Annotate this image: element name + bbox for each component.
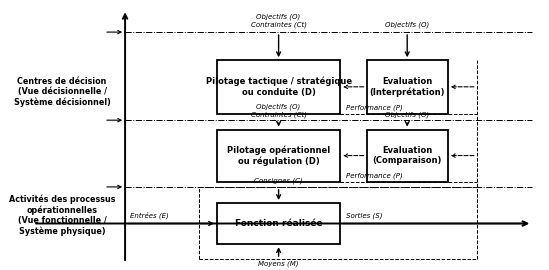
- Text: Pilotage tactique / stratégique
ou conduite (D): Pilotage tactique / stratégique ou condu…: [205, 77, 352, 97]
- Text: Objectifs (O): Objectifs (O): [385, 111, 429, 117]
- Text: Activités des processus
opérationnelles
(Vue fonctionnelle /
Système physique): Activités des processus opérationnelles …: [9, 194, 115, 236]
- FancyBboxPatch shape: [217, 60, 340, 113]
- Text: Fonction réalisée: Fonction réalisée: [235, 219, 322, 228]
- Text: Moyens (M): Moyens (M): [259, 260, 299, 267]
- FancyBboxPatch shape: [367, 60, 448, 113]
- Text: Objectifs (O): Objectifs (O): [385, 22, 429, 28]
- Text: Consignes (C): Consignes (C): [254, 178, 303, 184]
- FancyBboxPatch shape: [367, 130, 448, 182]
- Text: Evaluation
(Interprétation): Evaluation (Interprétation): [369, 77, 445, 97]
- FancyBboxPatch shape: [217, 203, 340, 244]
- Text: Entrées (E): Entrées (E): [130, 212, 169, 220]
- Text: Performance (P): Performance (P): [345, 173, 402, 179]
- Text: Objectifs (O)
Contraintes (Ct): Objectifs (O) Contraintes (Ct): [250, 103, 306, 117]
- Text: Performance (P): Performance (P): [345, 104, 402, 111]
- FancyBboxPatch shape: [217, 130, 340, 182]
- Text: Objectifs (O)
Contraintes (Ct): Objectifs (O) Contraintes (Ct): [250, 14, 306, 28]
- Text: Pilotage opérationnel
ou régulation (D): Pilotage opérationnel ou régulation (D): [227, 145, 330, 166]
- Text: Sorties (S): Sorties (S): [345, 213, 382, 220]
- Text: Evaluation
(Comparaison): Evaluation (Comparaison): [373, 146, 442, 165]
- Text: Centres de décision
(Vue décisionnelle /
Système décisionnel): Centres de décision (Vue décisionnelle /…: [14, 77, 110, 107]
